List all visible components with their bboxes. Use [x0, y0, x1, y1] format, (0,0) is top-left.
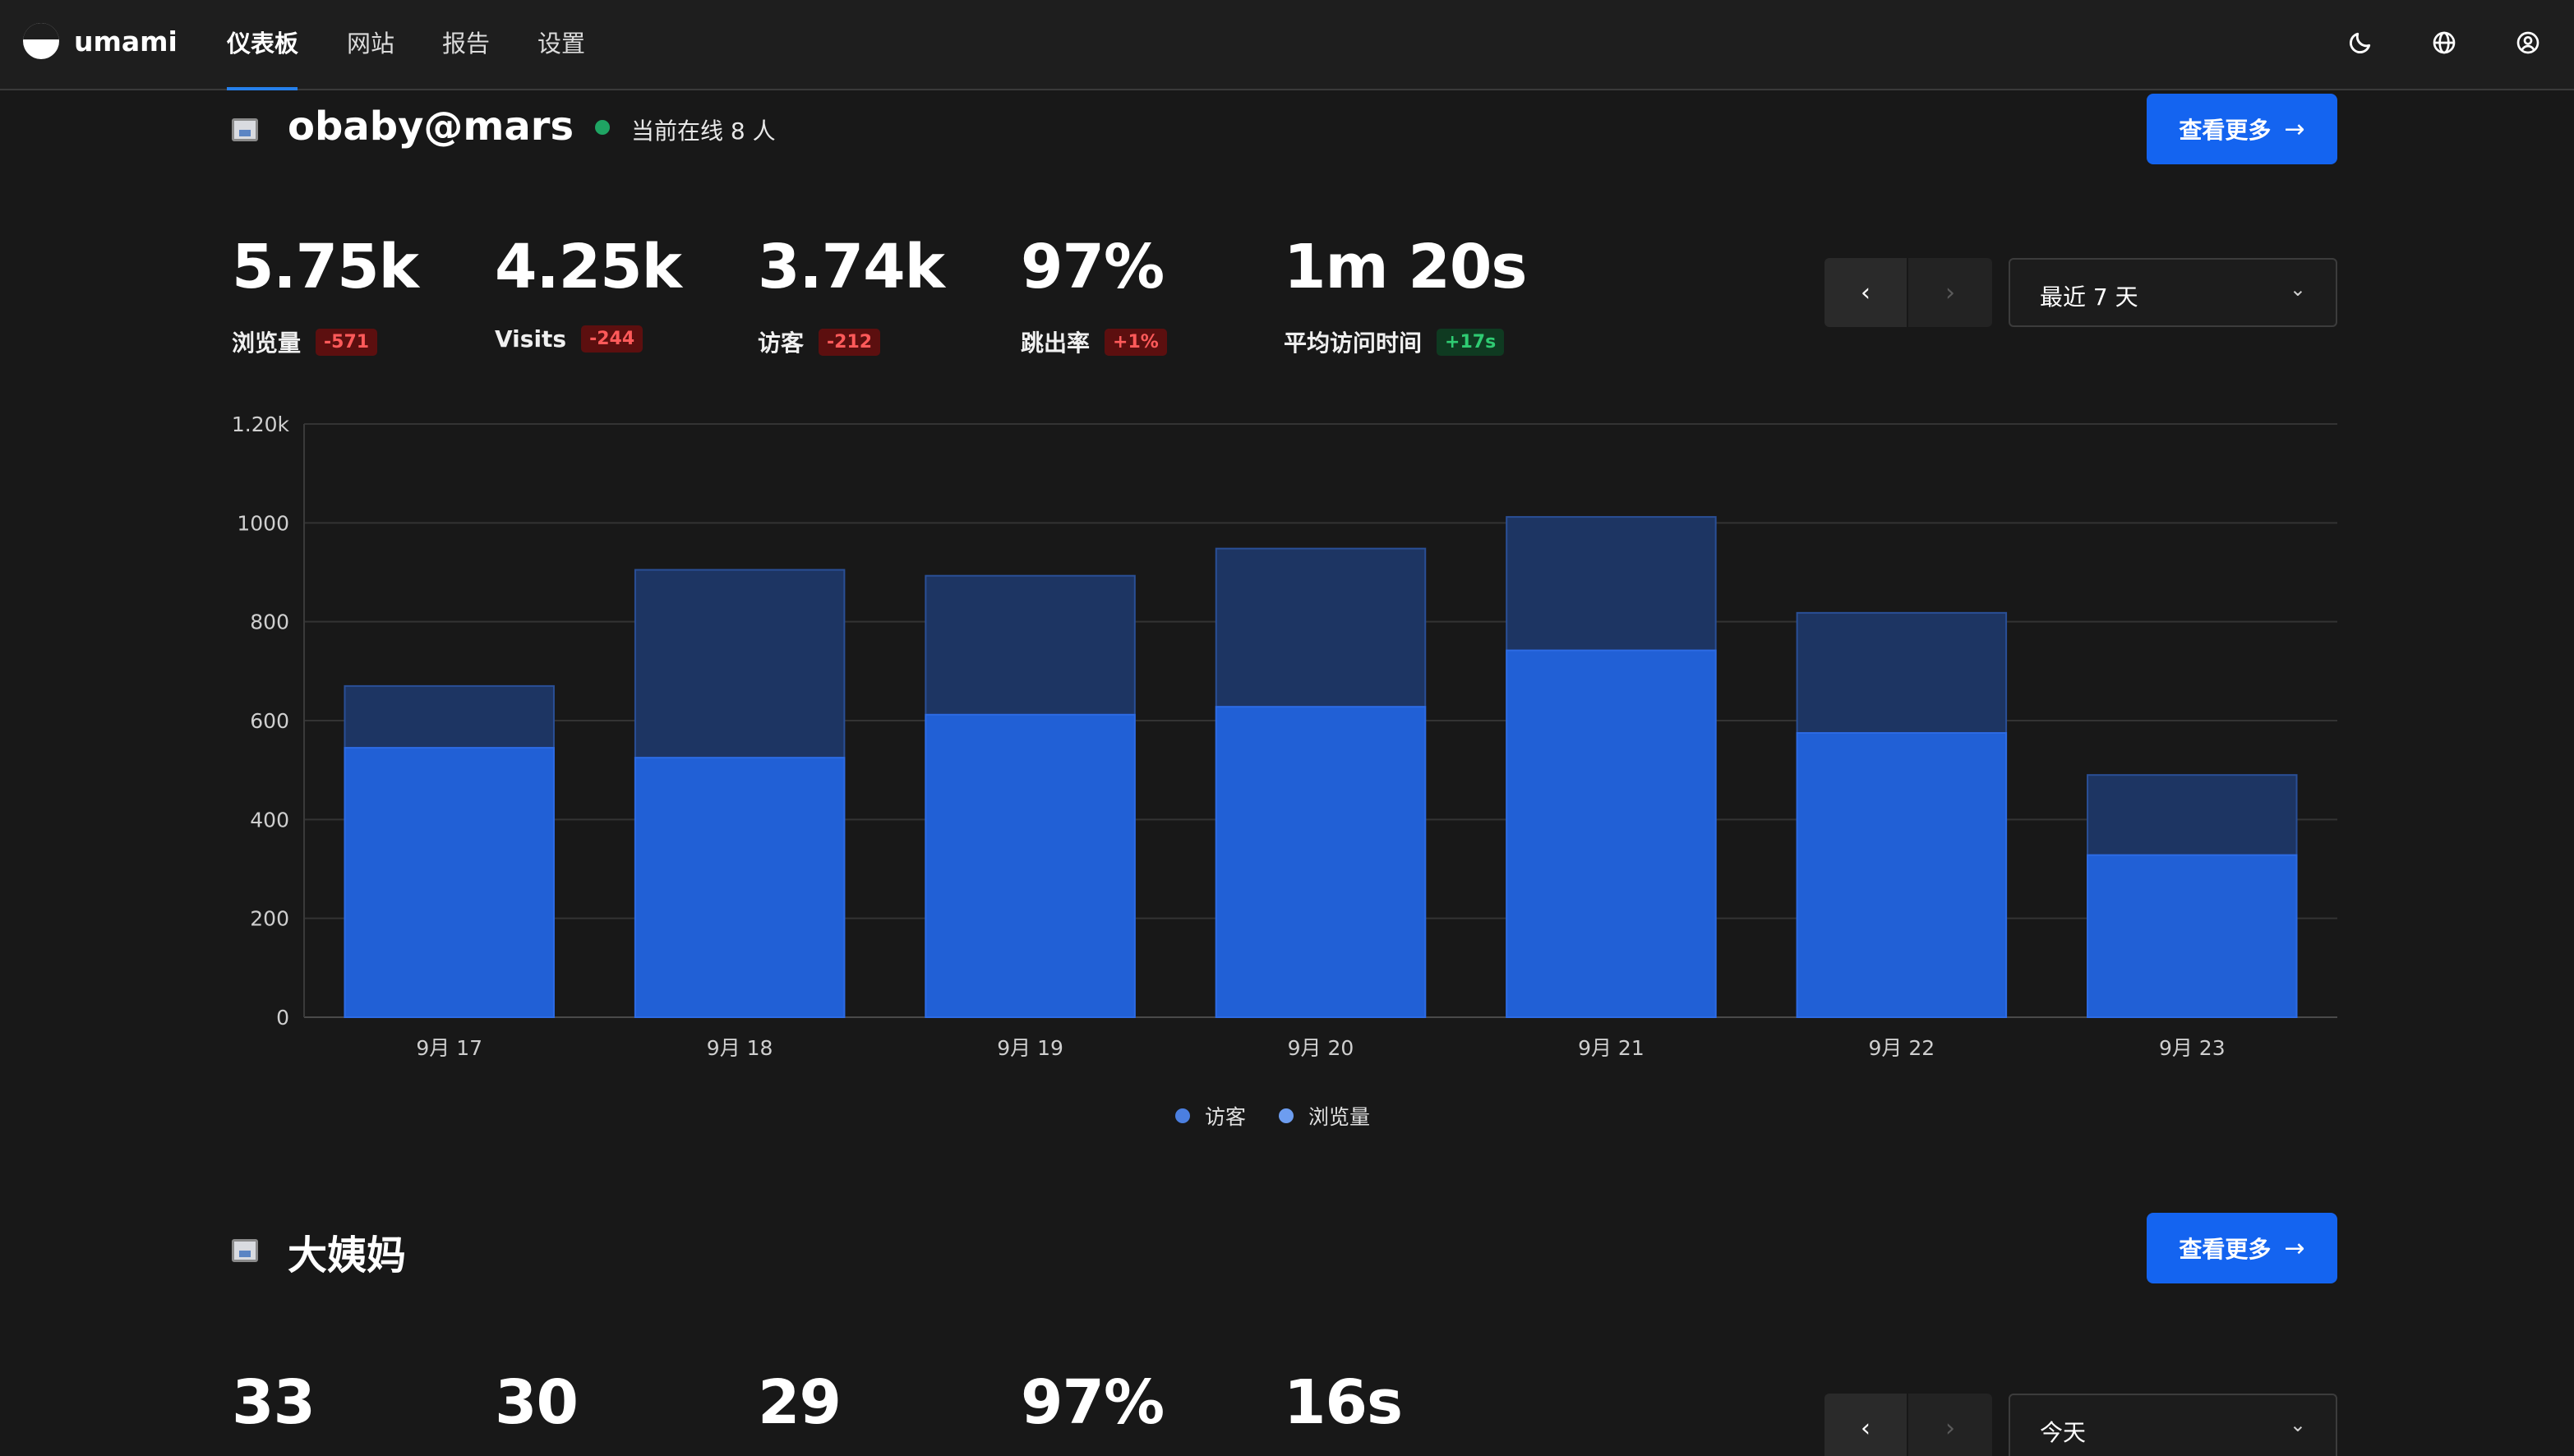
umami-logo-icon	[23, 23, 59, 59]
chevron-right-icon[interactable]: ›	[1908, 258, 1992, 327]
metric-label-text: 跳出率	[1021, 329, 1091, 357]
view-more-button[interactable]: 查看更多 →	[2147, 1213, 2337, 1283]
metric-label-text: Visits	[495, 325, 567, 352]
date-range-select[interactable]: 最近 7 天 ⌄	[2009, 258, 2337, 327]
nav-websites[interactable]: 网站	[347, 30, 395, 58]
chevron-left-icon[interactable]: ‹	[1824, 1394, 1908, 1456]
metric-avgtime-label: 平均访问时间 +17s	[1284, 325, 1505, 358]
bar-visitors	[1506, 649, 1717, 1018]
x-tick-label: 9月 22	[1869, 1036, 1935, 1060]
metric-pageviews-label: 浏览量 -571	[232, 325, 378, 358]
metric-avgtime-value: 16s	[1284, 1367, 1403, 1438]
metric-visitors-value: 29	[758, 1367, 842, 1438]
chevron-down-icon: ⌄	[2289, 278, 2306, 301]
moon-icon[interactable]	[2344, 26, 2377, 59]
y-tick-label: 1000	[237, 511, 289, 535]
chevron-right-icon[interactable]: ›	[1908, 1394, 1992, 1456]
metric-bounce-value: 97%	[1021, 232, 1165, 302]
bar-visitors	[1796, 732, 2008, 1018]
view-more-label: 查看更多	[2179, 1236, 2272, 1263]
metric-pageviews-value: 5.75k	[232, 232, 419, 302]
change-badge: +1%	[1105, 328, 1167, 356]
metric-visits-value: 30	[495, 1367, 579, 1438]
user-icon[interactable]	[2512, 26, 2544, 59]
website-favicon-icon	[232, 118, 258, 141]
chevron-left-icon[interactable]: ‹	[1824, 258, 1908, 327]
change-badge: -244	[581, 325, 644, 352]
x-tick-label: 9月 23	[2159, 1036, 2226, 1060]
metric-label-text: 浏览量	[232, 329, 302, 357]
metric-pageviews-value: 33	[232, 1367, 316, 1438]
metric-visits-value: 4.25k	[495, 232, 682, 302]
active-tab-indicator	[227, 87, 298, 90]
top-navbar: umami 仪表板 网站 报告 设置	[0, 0, 2574, 90]
bar-visitors	[925, 713, 1136, 1018]
legend-label: 浏览量	[1308, 1105, 1371, 1129]
app-logo[interactable]: umami	[23, 23, 178, 59]
y-tick-label: 600	[250, 709, 289, 733]
bar-visitors	[634, 757, 846, 1018]
y-tick-label: 0	[276, 1006, 289, 1030]
x-tick-label: 9月 18	[707, 1036, 773, 1060]
metric-visitors-value: 3.74k	[758, 232, 945, 302]
view-more-label: 查看更多	[2179, 117, 2272, 144]
website-name[interactable]: 大姨妈	[288, 1233, 407, 1279]
online-visitors: 当前在线 8 人	[631, 117, 776, 145]
date-range-value: 最近 7 天	[2040, 283, 2138, 311]
metric-label-text: 访客	[758, 329, 805, 357]
website-favicon-icon	[232, 1239, 258, 1262]
metric-avgtime-value: 1m 20s	[1284, 232, 1527, 302]
legend-item-visitors[interactable]: 访客	[1175, 1101, 1246, 1131]
website-name[interactable]: obaby@mars	[288, 104, 574, 150]
bar-visitors	[2087, 854, 2298, 1018]
chart-legend: 访客 浏览量	[1175, 1101, 1403, 1131]
x-tick-label: 9月 21	[1578, 1036, 1644, 1060]
nav-reports[interactable]: 报告	[442, 30, 491, 58]
date-pager: ‹ ›	[1824, 1394, 1992, 1456]
metric-visitors-label: 访客 -212	[758, 325, 881, 358]
arrow-right-icon: →	[2284, 114, 2305, 144]
app-name: umami	[74, 25, 178, 58]
date-range-select[interactable]: 今天 ⌄	[2009, 1394, 2337, 1456]
metric-bounce-label: 跳出率 +1%	[1021, 325, 1167, 358]
chevron-down-icon: ⌄	[2289, 1413, 2306, 1436]
x-tick-label: 9月 19	[997, 1036, 1063, 1060]
visitors-pageviews-chart: 0 200 400 600 800 1000 1.20k 9月 17 9月 18 9月 19 9月 …	[232, 412, 2337, 1060]
y-tick-label: 800	[250, 611, 289, 634]
legend-dot	[1175, 1108, 1190, 1123]
change-badge: -571	[316, 328, 378, 356]
online-status-icon	[595, 120, 610, 135]
metric-visits-label: Visits -244	[495, 325, 644, 352]
bar-visitors	[1215, 706, 1427, 1018]
x-tick-label: 9月 17	[416, 1036, 482, 1060]
globe-icon[interactable]	[2428, 26, 2461, 59]
y-tick-label: 400	[250, 808, 289, 832]
nav-dashboard[interactable]: 仪表板	[227, 30, 299, 58]
bar-visitors	[344, 747, 555, 1018]
date-range-value: 今天	[2040, 1419, 2087, 1446]
x-tick-label: 9月 20	[1288, 1036, 1354, 1060]
change-badge: +17s	[1437, 328, 1505, 356]
legend-dot	[1279, 1108, 1294, 1123]
y-tick-label: 1.20k	[232, 412, 290, 436]
legend-label: 访客	[1205, 1105, 1247, 1129]
nav-settings[interactable]: 设置	[537, 30, 586, 58]
metric-label-text: 平均访问时间	[1284, 329, 1423, 357]
y-tick-label: 200	[250, 907, 289, 931]
metric-bounce-value: 97%	[1021, 1367, 1165, 1438]
legend-item-pageviews[interactable]: 浏览量	[1279, 1101, 1370, 1131]
date-pager: ‹ ›	[1824, 258, 1992, 327]
change-badge: -212	[819, 328, 881, 356]
arrow-right-icon: →	[2284, 1233, 2305, 1263]
view-more-button[interactable]: 查看更多 →	[2147, 94, 2337, 164]
